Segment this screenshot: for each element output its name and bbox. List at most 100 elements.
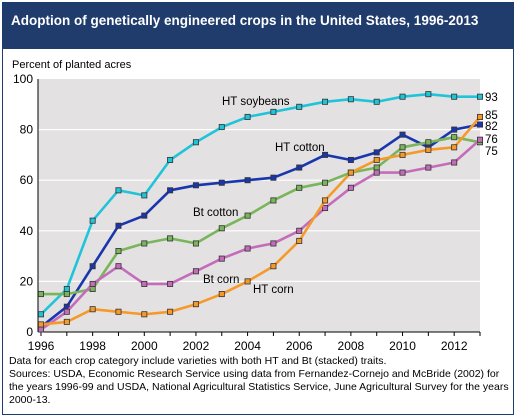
data-point [244, 113, 251, 120]
data-point [399, 131, 406, 138]
data-point [399, 93, 406, 100]
y-tick-label: 80 [20, 123, 34, 137]
data-point [476, 121, 483, 128]
data-point [192, 268, 199, 275]
data-point [167, 235, 174, 242]
data-point [115, 308, 122, 315]
x-tick-label: 2004 [234, 339, 261, 353]
y-tick-label: 40 [20, 224, 34, 238]
data-point [476, 136, 483, 143]
x-tick-label: 2012 [441, 339, 468, 353]
data-point [399, 151, 406, 158]
series-line-bt-corn [40, 138, 481, 331]
data-point [115, 263, 122, 270]
series-line-ht-corn [40, 116, 481, 326]
data-point [141, 240, 148, 247]
data-point [244, 245, 251, 252]
series-name-label: Bt corn [203, 274, 239, 286]
series-line-bt-cotton [41, 135, 481, 296]
data-point [218, 255, 225, 262]
end-value-label: 76 [485, 134, 498, 146]
x-tick-label: 2006 [286, 339, 313, 353]
chart-title: Adoption of genetically engineered crops… [3, 3, 513, 49]
data-point [167, 308, 174, 315]
data-point [322, 205, 329, 212]
data-point [89, 263, 96, 270]
data-point [218, 291, 225, 298]
note-line: Sources: USDA, Economic Research Service… [9, 368, 509, 406]
end-value-label: 85 [485, 110, 498, 122]
data-point [322, 179, 329, 186]
data-point [296, 164, 303, 171]
data-point [373, 98, 380, 105]
data-point [476, 113, 483, 120]
data-point [192, 139, 199, 146]
series-lines [38, 91, 483, 333]
data-point [425, 139, 432, 146]
data-point [270, 174, 277, 181]
note-line: Data for each crop category include vari… [9, 355, 387, 367]
data-point [451, 144, 458, 151]
data-point [373, 156, 380, 163]
y-tick-label: 60 [20, 173, 34, 187]
data-point [167, 187, 174, 194]
data-point [38, 291, 45, 298]
data-point [451, 159, 458, 166]
data-point [244, 212, 251, 219]
data-point [425, 164, 432, 171]
data-point [38, 311, 45, 318]
data-point [451, 134, 458, 141]
data-point [167, 280, 174, 287]
end-value-label: 82 [485, 121, 498, 133]
y-tick-label: 0 [26, 325, 33, 339]
data-point [89, 217, 96, 224]
series-name-label: HT corn [253, 284, 294, 296]
data-point [296, 103, 303, 110]
data-point [89, 306, 96, 313]
data-point [270, 240, 277, 247]
data-point [322, 197, 329, 204]
data-point [451, 126, 458, 133]
chart-notes: Data for each crop category include vari… [9, 355, 509, 407]
data-point [399, 144, 406, 151]
x-tick-label: 2002 [183, 339, 210, 353]
data-point [322, 151, 329, 158]
data-point [192, 182, 199, 189]
data-point [141, 311, 148, 318]
data-point [244, 278, 251, 285]
data-point [141, 192, 148, 199]
data-point [218, 179, 225, 186]
data-point [218, 124, 225, 131]
data-point [244, 177, 251, 184]
data-point [63, 285, 70, 292]
plot-area [38, 79, 480, 332]
data-point [451, 93, 458, 100]
x-tick-label: 2000 [131, 339, 158, 353]
data-point [63, 318, 70, 325]
y-tick-label: 20 [20, 274, 34, 288]
data-point [38, 326, 45, 333]
data-point [115, 248, 122, 255]
series-name-label: HT cotton [275, 142, 325, 154]
axes: 0 20 40 60 80 100 1996 1998 2000 2002 2004 2006 2008… [13, 72, 481, 353]
x-tick-label: 2010 [389, 339, 416, 353]
data-point [373, 149, 380, 156]
data-point [347, 156, 354, 163]
data-point [347, 96, 354, 103]
series-line-ht-cotton [40, 123, 481, 328]
data-point [115, 187, 122, 194]
data-point [192, 240, 199, 247]
data-point [476, 93, 483, 100]
data-point [322, 98, 329, 105]
data-point [296, 227, 303, 234]
series-labels: HT soybeans 93 HT cotton 82 Bt cotton 75 Bt co… [193, 92, 498, 296]
series-name-label: Bt cotton [193, 207, 238, 219]
data-point [63, 308, 70, 315]
end-value-label: 93 [485, 92, 498, 104]
data-point [63, 291, 70, 298]
data-point [373, 164, 380, 171]
data-point [347, 184, 354, 191]
series-name-label: HT soybeans [222, 96, 290, 108]
x-tick-label: 1996 [28, 339, 55, 353]
